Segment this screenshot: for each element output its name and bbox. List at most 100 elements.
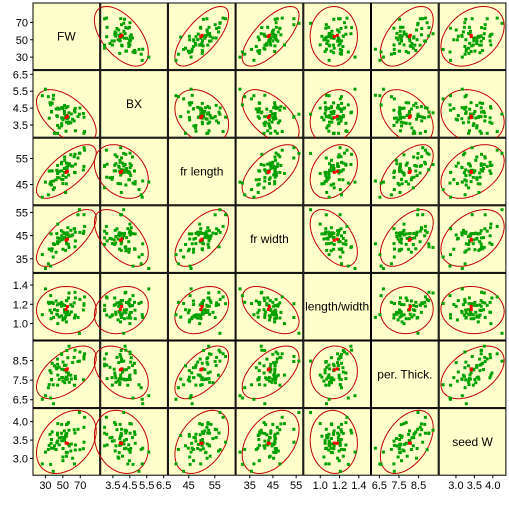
data-point [128,422,132,426]
data-point [389,262,393,266]
data-point [471,313,475,317]
data-point [124,183,128,187]
data-point [398,310,402,314]
data-point [61,360,65,364]
data-point [207,32,211,36]
data-point [408,36,411,40]
data-point [404,50,408,53]
highlighted-point [469,308,473,311]
data-point [48,432,52,436]
data-point [463,21,467,25]
data-point [409,299,413,303]
data-point [110,439,114,443]
data-point [488,241,492,245]
data-point [128,313,131,317]
data-point [472,367,476,371]
data-point [56,362,60,366]
data-point [475,364,479,367]
data-point [44,180,47,184]
data-point [325,35,329,39]
data-point [112,367,116,371]
data-point [336,106,340,110]
data-point [480,26,483,30]
data-point [201,39,204,43]
data-point [341,236,345,240]
data-point [413,131,417,135]
data-point [118,300,122,304]
data-point [72,301,76,305]
data-point [198,222,202,226]
data-point [123,308,126,312]
data-point [73,110,77,114]
data-point [188,455,192,459]
data-point [194,43,198,47]
data-point [200,376,204,380]
panel-fw-vs-length-width [303,2,371,71]
data-point [472,112,476,116]
data-point [208,120,212,124]
data-point [203,236,207,240]
data-point [56,309,60,312]
data-point [119,320,122,324]
data-point [257,116,261,120]
data-point [398,438,402,441]
data-point [122,170,126,174]
data-point [325,402,328,406]
data-point [340,39,343,43]
data-point [119,146,123,150]
data-point [336,103,340,107]
data-point [188,237,192,241]
x-tick-label: 8.5 [411,480,426,492]
data-point [468,164,472,168]
data-point [309,411,313,414]
highlighted-point [266,441,270,445]
data-point [329,105,333,109]
data-point [441,383,445,387]
highlighted-point [266,368,270,372]
data-point [269,362,273,366]
data-point [489,33,492,37]
data-point [467,383,471,387]
y-tick-label: 6.5 [13,395,28,407]
data-point [340,193,343,197]
data-point [123,447,126,451]
data-point [460,117,464,121]
data-point [283,373,286,377]
data-point [205,17,209,21]
data-point [77,208,81,212]
data-point [292,23,296,27]
data-point [81,447,85,451]
data-point [318,172,322,175]
data-point [208,114,212,117]
data-point [327,383,331,387]
data-point [259,428,263,432]
data-point [271,377,275,381]
data-point [460,55,464,59]
data-point [78,106,82,110]
data-point [238,394,242,398]
data-point [128,166,132,170]
data-point [50,169,53,173]
data-point [50,378,53,381]
data-point [393,247,396,251]
data-point [272,32,276,36]
data-point [460,394,464,398]
data-point [55,114,59,118]
data-point [110,376,114,380]
data-point [468,310,472,314]
data-point [338,107,342,111]
data-point [54,250,58,254]
data-point [482,245,486,249]
data-point [263,431,267,435]
data-point [326,39,330,43]
highlighted-point [407,238,411,242]
data-point [399,423,403,427]
data-point [133,300,136,304]
data-point [82,440,86,444]
y-tick-label: 5.5 [13,86,28,98]
data-point [328,441,332,445]
data-point [205,234,209,238]
data-point [257,38,261,42]
data-point [55,312,59,316]
data-point [243,386,247,390]
